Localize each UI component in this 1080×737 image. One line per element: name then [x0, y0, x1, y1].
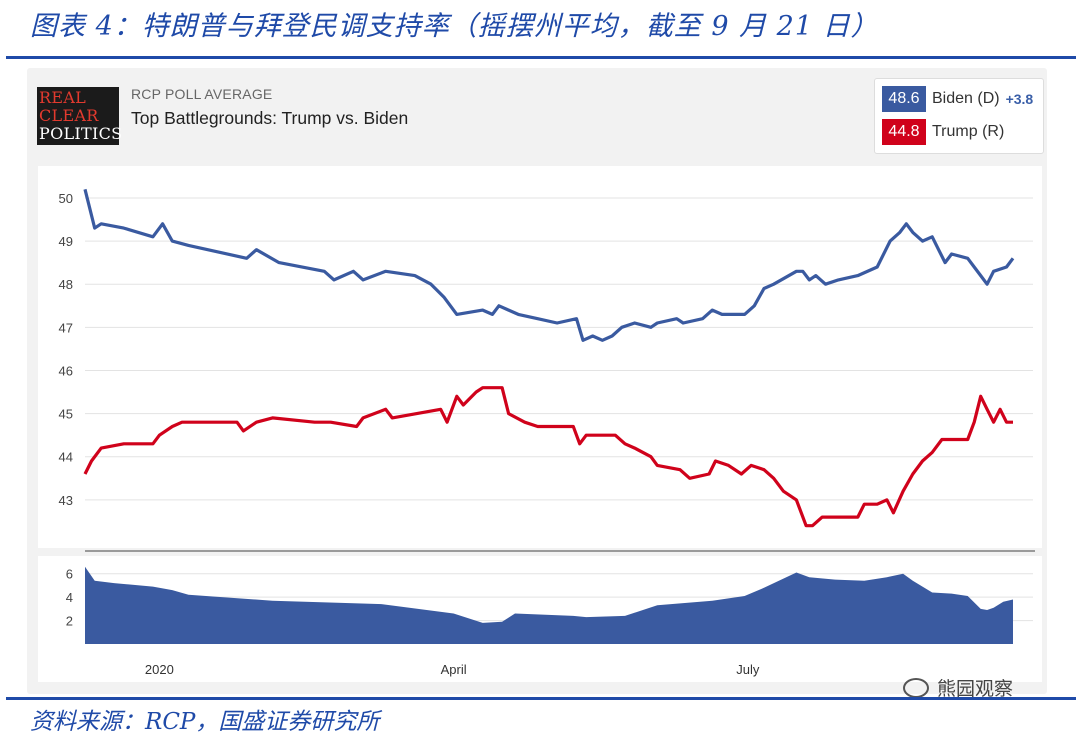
legend-item-biden[interactable]: 48.6 Biden (D) +3.8 [882, 86, 1033, 112]
y-tick-label-48: 48 [59, 277, 73, 292]
figure-title: 图表 4：特朗普与拜登民调支持率（摇摆州平均，截至 9 月 21 日） [30, 11, 879, 42]
y-tick-label-45: 45 [59, 407, 73, 422]
spread-area [85, 566, 1013, 644]
x-tick-label-2020: 2020 [145, 662, 174, 677]
legend-box: 48.6 Biden (D) +3.8 44.8 Trump (R) [874, 78, 1044, 154]
rcp-logo: REAL CLEAR POLITICS [37, 87, 123, 145]
watermark: 熊园观察 [903, 674, 1013, 701]
series-line-trump [83, 386, 1013, 528]
logo-line-2: CLEAR [39, 106, 99, 125]
main-plot-area [38, 166, 1042, 548]
title-rule [6, 56, 1076, 59]
y-tick-label-46: 46 [59, 363, 73, 378]
wechat-icon [903, 677, 929, 698]
logo-line-1: REAL [39, 88, 87, 107]
y-tick-label-43: 43 [59, 493, 73, 508]
legend-value-biden: 48.6 [882, 86, 926, 112]
legend-spread: +3.8 [1005, 91, 1034, 107]
chart-subtitle: Top Battlegrounds: Trump vs. Biden [131, 108, 409, 128]
legend-value-trump: 44.8 [882, 119, 926, 145]
series-line-biden [83, 188, 1015, 342]
logo-line-3: POLITICS [39, 124, 123, 143]
legend-name-trump: Trump (R) [932, 123, 1005, 140]
figure-source: 资料来源：RCP，国盛证券研究所 [30, 709, 380, 735]
spread-y-tick-label-2: 2 [66, 614, 73, 629]
spread-y-tick-label-6: 6 [66, 567, 73, 582]
watermark-text: 熊园观察 [937, 678, 1014, 700]
y-tick-label-47: 47 [59, 320, 73, 335]
y-tick-label-50: 50 [59, 191, 73, 206]
x-tick-label-april: April [441, 662, 467, 677]
y-tick-label-49: 49 [59, 234, 73, 249]
source-rule [6, 697, 1076, 700]
spread-y-tick-label-4: 4 [66, 590, 73, 605]
x-tick-label-july: July [736, 662, 760, 677]
legend-name-biden: Biden (D) [932, 90, 1000, 107]
legend-item-trump[interactable]: 44.8 Trump (R) [882, 119, 1004, 145]
chart-kicker: RCP POLL AVERAGE [131, 86, 273, 102]
y-tick-label-44: 44 [59, 450, 73, 465]
